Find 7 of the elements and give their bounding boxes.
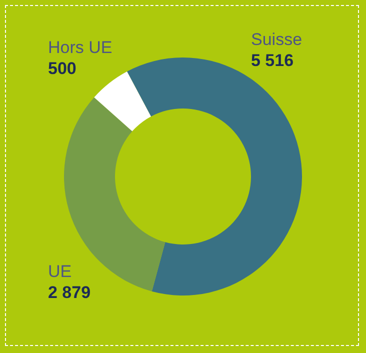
slice-label: UE [48, 262, 72, 281]
data-label: 5 516 [251, 51, 294, 70]
data-label: 2 879 [48, 283, 91, 302]
slice-label: Hors UE [48, 38, 112, 57]
slice-label: Suisse [251, 30, 302, 49]
data-label: 500 [48, 59, 76, 78]
donut-slice [94, 72, 151, 132]
